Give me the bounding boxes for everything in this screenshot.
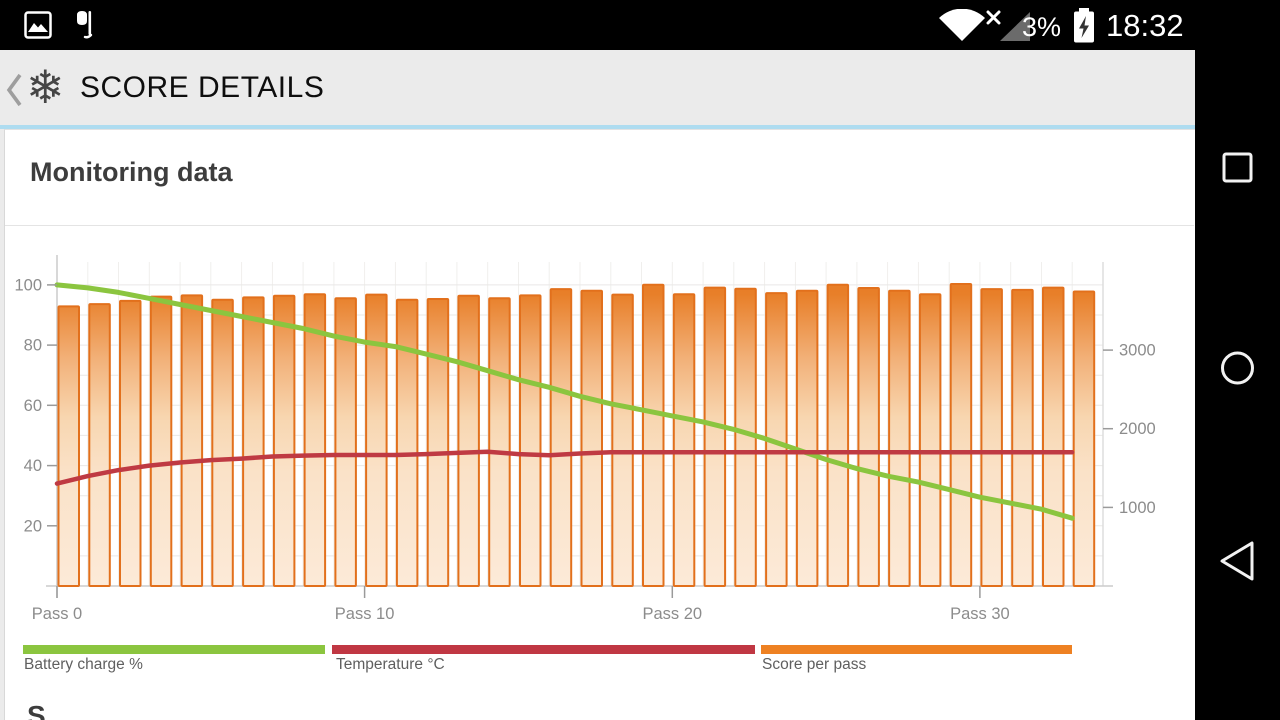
legend-label-temperature: Temperature °C [336, 656, 445, 673]
svg-text:80: 80 [24, 337, 42, 355]
legend-label-battery: Battery charge % [24, 656, 143, 673]
back-nav-button[interactable] [1195, 532, 1280, 592]
svg-text:Pass 0: Pass 0 [32, 605, 82, 623]
cell-signal-x-icon [986, 10, 1030, 41]
svg-text:Pass 20: Pass 20 [642, 605, 702, 623]
svg-text:40: 40 [24, 457, 42, 475]
page-title: SCORE DETAILS [80, 71, 325, 104]
svg-text:60: 60 [24, 397, 42, 415]
svg-text:20: 20 [24, 517, 42, 535]
section-title: Monitoring data [30, 157, 233, 187]
score-bars [57, 283, 1096, 588]
svg-text:100: 100 [14, 276, 42, 294]
svg-text:Pass 30: Pass 30 [950, 605, 1010, 623]
svg-text:3000: 3000 [1119, 342, 1156, 360]
legend-swatch-temperature [332, 645, 755, 654]
status-bar: 3% 18:32 [0, 0, 1280, 50]
svg-text:1000: 1000 [1119, 499, 1156, 517]
monitoring-chart: 20 40 60 80 100 1000 2000 3000 Pass 0 Pass 10 Pass… [14, 255, 1156, 623]
app-window: ❄ SCORE DETAILS Monitoring data 20 40 60 80… [0, 50, 1195, 720]
svg-text:Pass 10: Pass 10 [335, 605, 395, 623]
legend-swatch-battery [23, 645, 325, 654]
app-header: ❄ SCORE DETAILS [0, 50, 1195, 125]
series-line-0 [54, 282, 1075, 521]
recents-button[interactable] [1195, 138, 1280, 198]
wifi-icon [939, 9, 985, 41]
section-divider [5, 225, 1194, 226]
header-divider [0, 125, 1195, 129]
legend-swatch-score [761, 645, 1072, 654]
android-nav-bar [1195, 50, 1280, 720]
next-section-heading-partial: S [27, 700, 46, 720]
chevron-left-icon[interactable] [4, 72, 26, 108]
legend-label-score: Score per pass [762, 656, 867, 673]
battery-percent-text: 3% [1022, 12, 1062, 42]
home-button[interactable] [1195, 338, 1280, 398]
series-line-1 [54, 449, 1075, 486]
clock-text: 18:32 [1106, 8, 1184, 43]
battery-charging-icon [1074, 8, 1094, 43]
photo-icon [24, 11, 52, 39]
headset-icon [77, 11, 93, 39]
svg-text:2000: 2000 [1119, 420, 1156, 438]
snowflake-icon: ❄ [26, 60, 65, 114]
